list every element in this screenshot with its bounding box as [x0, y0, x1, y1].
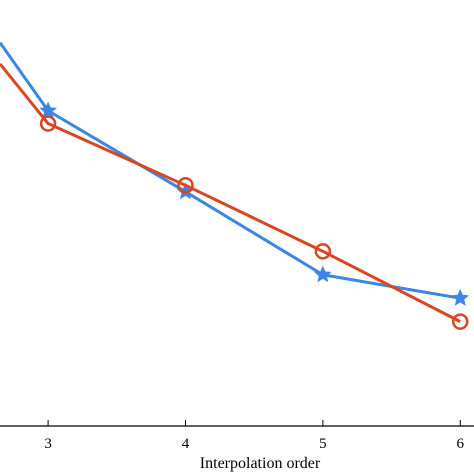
- x-tick-label: 4: [182, 436, 190, 452]
- x-axis-title: Interpolation order: [200, 455, 321, 472]
- data-point: [314, 265, 332, 283]
- chart-series-layer: [0, 41, 470, 330]
- series-0: [0, 41, 470, 306]
- chart-axes: 3 4 5 6: [0, 420, 474, 452]
- data-point: [39, 115, 57, 132]
- series-line: [0, 41, 461, 300]
- x-tick-label: 6: [457, 436, 465, 452]
- data-point: [452, 313, 469, 330]
- data-point: [177, 177, 194, 194]
- x-tick-label: 3: [44, 436, 52, 452]
- series-1: [0, 62, 469, 330]
- data-point: [314, 243, 332, 260]
- data-point: [451, 288, 470, 306]
- data-point: [39, 101, 57, 119]
- series-line: [0, 62, 461, 323]
- x-tick-label: 5: [319, 436, 327, 452]
